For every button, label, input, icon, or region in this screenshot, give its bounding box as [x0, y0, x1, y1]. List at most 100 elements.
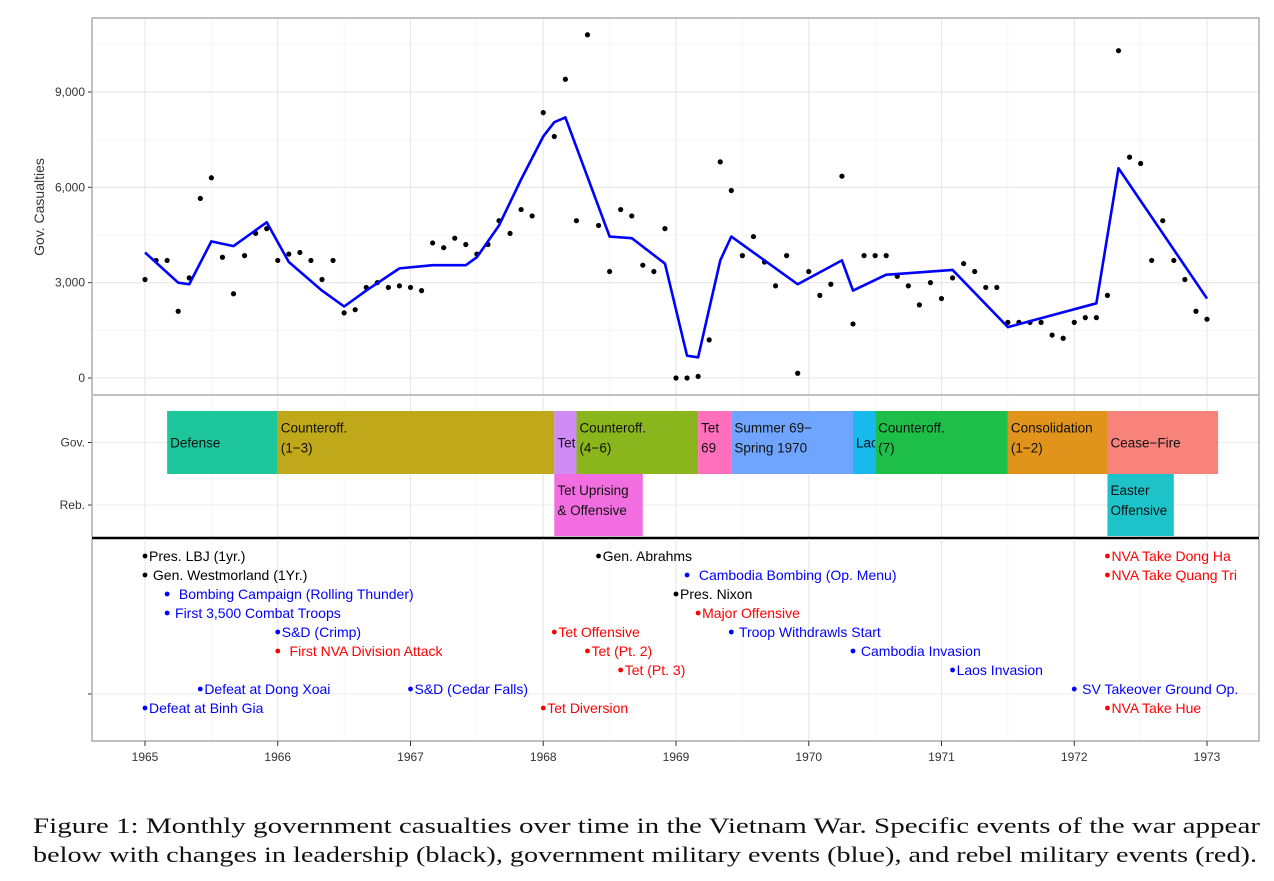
data-point: [264, 226, 270, 232]
data-point: [1149, 257, 1155, 264]
event-marker: [1105, 705, 1110, 711]
x-tick-label: 1968: [530, 750, 557, 764]
event-marker: [408, 686, 413, 692]
phase-bar: [277, 411, 555, 474]
data-point: [772, 283, 779, 289]
event-label: Bombing Campaign (Rolling Thunder): [171, 586, 414, 602]
data-point: [1204, 316, 1210, 322]
data-point: [275, 257, 281, 264]
event-label: Cambodia Bombing (Op. Menu): [691, 567, 896, 583]
phase-bar: [554, 474, 643, 536]
event-label: First 3,500 Combat Troops: [171, 605, 341, 621]
event-marker: [1105, 572, 1110, 578]
event-marker: [673, 591, 679, 597]
data-point: [529, 213, 535, 219]
event-label: Tet Offensive: [558, 624, 640, 640]
data-point: [1171, 257, 1177, 264]
data-point: [1060, 335, 1066, 341]
data-point: [319, 276, 325, 283]
data-point: [1005, 319, 1011, 325]
event-label: SV Takeover Ground Op.: [1078, 681, 1238, 697]
event-label: Cambodia Invasion: [857, 643, 981, 659]
data-point: [452, 235, 458, 241]
event-label: Pres. Nixon: [680, 586, 752, 602]
x-tick-label: 1971: [928, 750, 955, 764]
data-point: [562, 76, 568, 82]
data-point: [463, 241, 469, 248]
y-tick-label: 9,000: [55, 85, 85, 99]
phase-label: (1−2): [1011, 441, 1043, 456]
data-point: [883, 253, 889, 259]
x-tick-label: 1969: [663, 750, 690, 764]
data-point: [142, 276, 148, 283]
data-point: [430, 240, 436, 246]
data-point: [673, 375, 679, 381]
data-point: [817, 292, 823, 298]
row-label: Gov.: [61, 436, 85, 450]
phase-bar: [698, 411, 732, 474]
event-marker: [850, 648, 856, 654]
event-marker: [728, 629, 734, 635]
data-point: [1071, 319, 1077, 325]
data-point: [297, 249, 303, 256]
data-point: [164, 257, 170, 264]
data-point: [230, 291, 237, 297]
data-point: [806, 268, 812, 275]
data-point: [961, 260, 967, 267]
phase-bar: [576, 411, 699, 474]
data-point: [584, 32, 591, 38]
data-point: [396, 283, 403, 289]
data-point: [385, 284, 391, 291]
data-point: [850, 321, 856, 327]
data-point: [706, 337, 712, 343]
data-point: [341, 310, 347, 316]
event-marker: [551, 629, 557, 635]
data-point: [352, 307, 358, 313]
event-label: S&D (Cedar Falls): [415, 681, 529, 697]
event-marker: [540, 705, 546, 711]
phase-label: Spring 1970: [734, 441, 807, 456]
data-point: [1138, 160, 1144, 167]
data-point: [540, 110, 546, 116]
data-point: [839, 173, 845, 179]
trend-line: [144, 116, 1209, 359]
phase-label: Easter: [1110, 483, 1150, 498]
data-point: [728, 187, 734, 194]
caption-line-1: Figure 1: Monthly government casualties …: [33, 813, 1261, 838]
event-marker: [1105, 553, 1110, 559]
data-point: [629, 213, 635, 219]
event-marker: [197, 686, 203, 692]
event-label: Tet (Pt. 3): [625, 662, 686, 678]
phase-bar: [1107, 474, 1174, 536]
data-point: [828, 281, 834, 287]
phase-label: Counteroff.: [579, 421, 646, 436]
data-point: [1093, 315, 1099, 321]
event-label: Tet (Pt. 2): [592, 643, 653, 659]
data-point: [507, 230, 513, 237]
data-point: [717, 159, 723, 165]
data-point: [175, 308, 181, 314]
data-point: [1126, 154, 1133, 160]
data-point: [949, 275, 956, 281]
event-label: Gen. Abrahms: [603, 548, 693, 564]
data-point: [1160, 218, 1166, 224]
data-point: [330, 257, 336, 264]
event-label: Troop Withdrawls Start: [735, 624, 881, 640]
phase-label: Defense: [170, 436, 220, 451]
caption-line-2: below with changes in leadership (black)…: [33, 842, 1257, 867]
event-marker: [618, 667, 624, 673]
data-point: [938, 295, 945, 302]
x-tick-label: 1970: [795, 750, 822, 764]
phase-bar: [731, 411, 853, 474]
data-point: [1115, 48, 1122, 54]
event-marker: [684, 572, 690, 578]
data-point: [651, 268, 657, 275]
event-label: Gen. Westmorland (1Yr.): [149, 567, 307, 583]
data-point: [208, 175, 214, 181]
data-point: [1193, 308, 1199, 314]
event-label: Defeat at Dong Xoai: [204, 681, 330, 697]
data-point: [927, 280, 934, 286]
event-label: First NVA Division Attack: [282, 643, 444, 659]
data-point: [607, 268, 613, 275]
phases-panel: Gov. Reb. Defense Counteroff. (1−3) Tet Counte…: [60, 396, 1260, 540]
